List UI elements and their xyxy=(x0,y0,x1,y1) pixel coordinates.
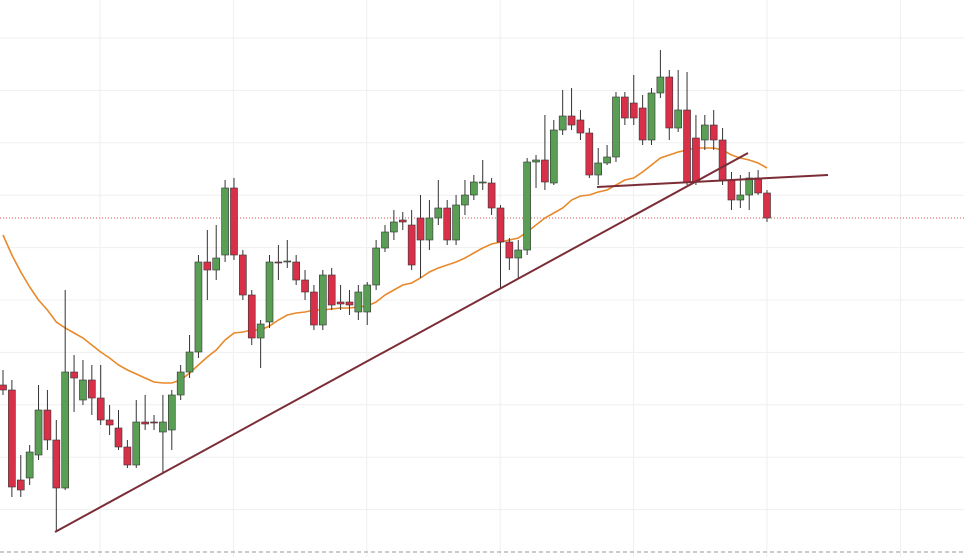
candle-body xyxy=(319,274,327,326)
candle-body xyxy=(247,294,256,339)
candle-body xyxy=(230,187,238,256)
candle-body xyxy=(585,132,594,176)
candle-body xyxy=(496,207,505,243)
candle-body xyxy=(70,371,78,379)
candle-body xyxy=(141,421,149,425)
resistance-line xyxy=(596,174,829,188)
candle-body xyxy=(390,221,398,233)
candle-body xyxy=(256,323,265,339)
candle-body xyxy=(159,421,167,433)
candle-body xyxy=(407,224,416,266)
candle-body xyxy=(176,371,185,396)
candle-body xyxy=(478,181,487,184)
candle-body xyxy=(301,279,309,293)
candle-body xyxy=(212,257,221,271)
candle-body xyxy=(79,379,87,401)
candle-body xyxy=(150,421,158,424)
candle-body xyxy=(310,291,318,326)
candle-body xyxy=(0,384,7,391)
candle-body xyxy=(16,479,25,491)
candle-body xyxy=(621,96,629,119)
candle-body xyxy=(727,179,736,201)
candle-body xyxy=(327,274,336,306)
candle-body xyxy=(34,409,43,456)
candle-body xyxy=(514,249,523,259)
candle-body xyxy=(123,446,132,466)
candle-body xyxy=(701,124,709,141)
candle-body xyxy=(167,394,176,431)
candle-body xyxy=(487,182,496,209)
candle-body xyxy=(381,231,389,249)
candle-body xyxy=(96,397,105,421)
candle-body xyxy=(692,137,700,183)
moving-average-line xyxy=(2,147,768,384)
candle-body xyxy=(43,409,52,441)
candle-body xyxy=(567,115,576,126)
candle-body xyxy=(363,284,372,313)
candle-body xyxy=(8,389,16,488)
candle-body xyxy=(736,194,745,201)
candle-body xyxy=(532,159,540,163)
candle-body xyxy=(132,421,141,466)
candle-body xyxy=(541,159,549,183)
candle-body xyxy=(185,351,194,373)
candle-body xyxy=(443,207,451,241)
candle-body xyxy=(292,261,300,281)
candle-body xyxy=(61,371,69,489)
candle-body xyxy=(647,92,656,141)
candle-body xyxy=(745,177,754,196)
candle-body xyxy=(416,217,425,241)
candle-body xyxy=(336,301,345,305)
plot-area xyxy=(0,50,771,532)
candle-body xyxy=(612,96,620,158)
candle-body xyxy=(372,247,380,286)
candle-body xyxy=(709,124,718,141)
candle-body xyxy=(354,291,363,313)
candle-body xyxy=(203,261,212,271)
candle-body xyxy=(558,115,567,131)
candle-body xyxy=(194,261,203,353)
candle-body xyxy=(523,161,531,251)
candle-body xyxy=(105,419,114,426)
candle-body xyxy=(638,107,647,141)
candle-body xyxy=(221,187,229,256)
candle-body xyxy=(718,139,727,181)
candle-body xyxy=(452,204,460,241)
candle-body xyxy=(345,301,354,306)
candle-body xyxy=(461,194,469,206)
candle-body xyxy=(683,109,691,183)
candle-body xyxy=(656,76,665,94)
candle-body xyxy=(576,119,585,134)
candle-body xyxy=(25,451,34,479)
candle-body xyxy=(754,177,762,194)
candle-body xyxy=(239,254,247,296)
candle-body xyxy=(265,261,274,323)
candle-body xyxy=(603,156,611,164)
candle-body xyxy=(283,260,292,263)
candle-body xyxy=(434,207,443,219)
candle-body xyxy=(629,102,638,119)
candle-body xyxy=(425,217,434,241)
candle-body xyxy=(470,181,478,196)
candle-body xyxy=(763,192,771,219)
candle-body xyxy=(398,219,407,223)
candle-body xyxy=(505,241,514,259)
candle-body xyxy=(114,427,123,448)
candle-body xyxy=(52,439,61,489)
candle-body xyxy=(549,129,558,184)
candle-body xyxy=(674,109,682,129)
candle-body xyxy=(594,162,603,176)
candle-body xyxy=(88,379,96,399)
trend-line xyxy=(54,152,749,533)
candle-body xyxy=(665,76,674,129)
candle-body xyxy=(274,261,283,264)
